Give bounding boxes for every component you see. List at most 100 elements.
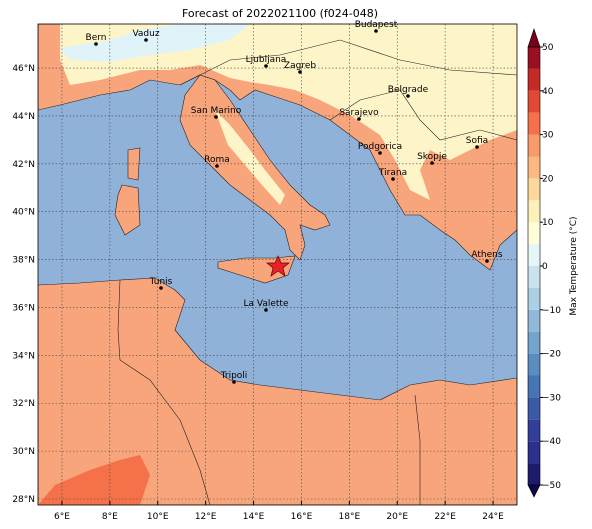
forecast-point bbox=[266, 255, 290, 277]
city-label: Podgorica bbox=[358, 142, 402, 152]
border bbox=[414, 394, 421, 505]
apennines bbox=[215, 110, 285, 205]
colorbar-band bbox=[528, 266, 540, 288]
x-tick-label: 8°E bbox=[102, 512, 118, 522]
y-tick-label: 38°N bbox=[12, 256, 35, 266]
city-label: Sarajevo bbox=[339, 108, 379, 118]
colorbar-tick-label: 0 bbox=[542, 262, 548, 272]
colorbar-tick-label: −20 bbox=[542, 350, 561, 360]
city-dot bbox=[378, 151, 382, 155]
x-tick-label: 24°E bbox=[482, 512, 504, 522]
city-dot bbox=[215, 164, 219, 168]
city-label: La Valette bbox=[244, 299, 289, 309]
city-dot bbox=[430, 161, 434, 165]
city-label: San Marino bbox=[191, 106, 242, 116]
city-label: Budapest bbox=[355, 20, 398, 30]
city-label: Athens bbox=[471, 250, 502, 260]
sardinia bbox=[114, 184, 141, 236]
city-dot bbox=[357, 117, 361, 121]
colorbar-tick-label: −50 bbox=[542, 481, 561, 491]
city-label: Zagreb bbox=[284, 61, 316, 71]
city-dot bbox=[144, 38, 148, 42]
border bbox=[117, 279, 211, 505]
colorbar-tick-label: 20 bbox=[542, 174, 554, 184]
y-tick-label: 46°N bbox=[12, 64, 35, 74]
y-tick-label: 42°N bbox=[12, 160, 35, 170]
colorbar-band bbox=[528, 331, 540, 354]
y-tick-label: 34°N bbox=[12, 351, 35, 361]
y-tick-label: 30°N bbox=[12, 447, 35, 457]
colorbar-band bbox=[528, 156, 540, 179]
city-dot bbox=[264, 64, 268, 68]
colorbar-tick-label: 30 bbox=[542, 131, 554, 141]
colorbar-extend-top bbox=[527, 28, 541, 48]
city-label: Tripoli bbox=[220, 371, 248, 381]
border bbox=[179, 39, 517, 86]
colorbar-band bbox=[528, 200, 540, 223]
city-label: Skopje bbox=[417, 152, 447, 162]
colorbar-band bbox=[528, 222, 540, 245]
grid: 6°E 8°E 10°E 12°E 14°E 16°E 18°E 20°E 22°E 24°E 28… bbox=[12, 24, 517, 522]
city-label: Tirana bbox=[378, 168, 407, 178]
border bbox=[329, 89, 517, 141]
colorbar-band bbox=[528, 244, 540, 266]
city-label: Bern bbox=[86, 33, 107, 43]
colorbar-tick-label: 50 bbox=[542, 43, 554, 53]
x-tick-label: 10°E bbox=[147, 512, 169, 522]
colorbar-band bbox=[528, 134, 540, 157]
x-tick-label: 22°E bbox=[434, 512, 456, 522]
colorbar-band bbox=[528, 309, 540, 332]
y-tick-label: 36°N bbox=[12, 303, 35, 313]
y-tick-label: 44°N bbox=[12, 112, 35, 122]
colorbar-band bbox=[528, 463, 540, 485]
colorbar-band bbox=[528, 397, 540, 420]
colorbar: −50 −40 −30 −20 −10 0 10 20 30 40 50 bbox=[527, 28, 561, 498]
x-tick-label: 6°E bbox=[54, 512, 70, 522]
city-label: Ljubljana bbox=[246, 55, 287, 65]
colorbar-extend-bottom bbox=[527, 484, 541, 498]
colorbar-band bbox=[528, 90, 540, 113]
city-label: Tunis bbox=[149, 277, 173, 287]
x-tick-label: 20°E bbox=[386, 512, 408, 522]
city-label: Roma bbox=[204, 155, 230, 165]
y-tick-label: 28°N bbox=[12, 495, 35, 505]
colorbar-band bbox=[528, 112, 540, 135]
city-dot bbox=[214, 115, 218, 119]
city-dot bbox=[159, 286, 163, 290]
x-tick-label: 18°E bbox=[339, 512, 361, 522]
colorbar-band bbox=[528, 287, 540, 310]
city-label: Vaduz bbox=[132, 29, 159, 39]
city-dot bbox=[94, 42, 98, 46]
colorbar-band bbox=[528, 178, 540, 201]
city-dot bbox=[374, 29, 378, 33]
y-tick-label: 40°N bbox=[12, 208, 35, 218]
alps-cold bbox=[60, 24, 250, 62]
city-dot bbox=[232, 380, 236, 384]
y-tick-label: 32°N bbox=[12, 399, 35, 409]
city-dot bbox=[485, 259, 489, 263]
title: Forecast of 2022021100 (f024-048) bbox=[182, 7, 378, 20]
city-dot bbox=[298, 70, 302, 74]
colorbar-tick-label: 10 bbox=[542, 218, 554, 228]
city-dot bbox=[264, 308, 268, 312]
colorbar-tick-label: −40 bbox=[542, 437, 561, 447]
x-tick-label: 14°E bbox=[243, 512, 265, 522]
city-dot bbox=[391, 177, 395, 181]
colorbar-band bbox=[528, 47, 540, 69]
colorbar-tick-label: 40 bbox=[542, 87, 554, 97]
city-dot bbox=[475, 145, 479, 149]
colorbar-band bbox=[528, 419, 540, 442]
colorbar-band bbox=[528, 68, 540, 91]
colorbar-tick-label: −30 bbox=[542, 393, 561, 403]
colorbar-label: Max Temperature (°C) bbox=[569, 216, 579, 315]
city-label: Sofia bbox=[466, 136, 488, 146]
colorbar-band bbox=[528, 375, 540, 398]
colorbar-tick-label: −10 bbox=[542, 306, 561, 316]
colorbar-band bbox=[528, 441, 540, 464]
map-frame bbox=[37, 23, 518, 506]
hot-region bbox=[38, 455, 150, 505]
map-area bbox=[38, 24, 517, 505]
city-dot bbox=[406, 94, 410, 98]
